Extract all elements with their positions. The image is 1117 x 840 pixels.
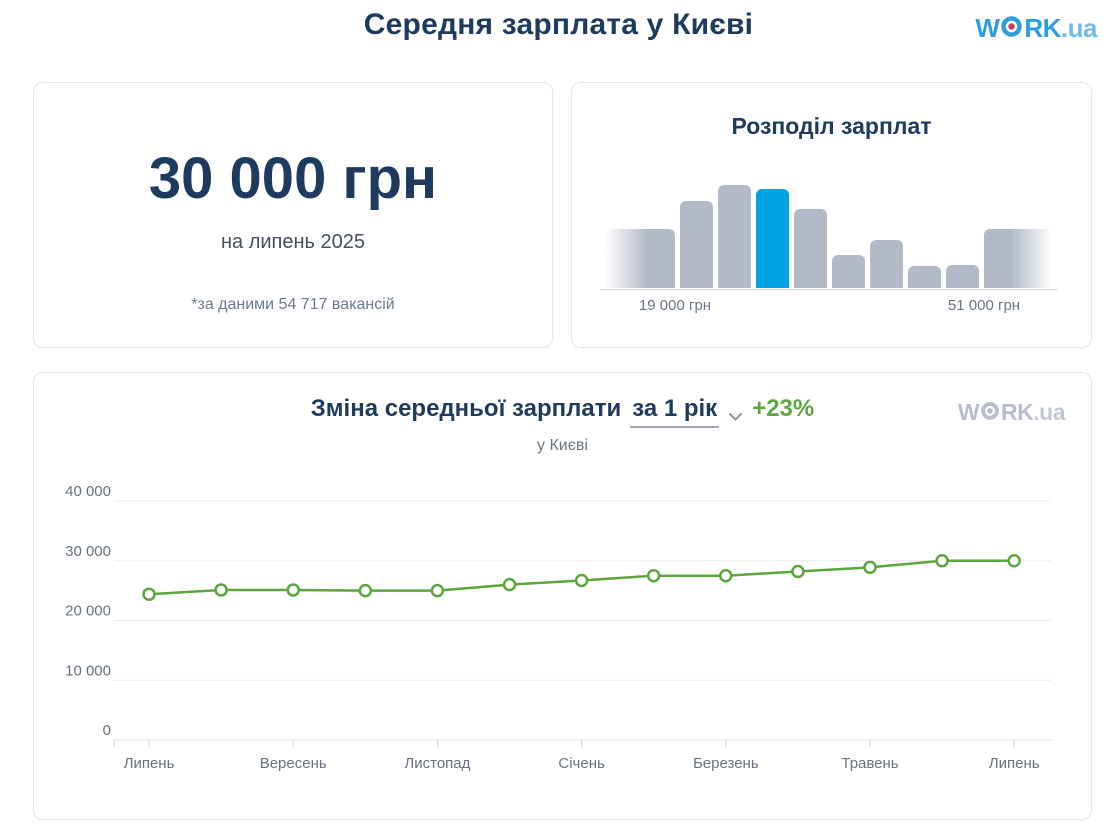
histogram bbox=[605, 183, 1055, 288]
data-point[interactable] bbox=[935, 554, 949, 568]
y-axis-label: 40 000 bbox=[65, 483, 111, 500]
data-point[interactable] bbox=[719, 568, 733, 583]
histogram-right-axis-label: 51 000 грн bbox=[947, 297, 1021, 314]
x-axis-label: Листопад bbox=[404, 755, 470, 772]
workua-logo[interactable]: W RK .ua bbox=[975, 13, 1097, 44]
workua-watermark-logo: W RK .ua bbox=[957, 399, 1066, 426]
page-title: Середня зарплата у Києві bbox=[363, 8, 754, 41]
data-point[interactable] bbox=[142, 587, 156, 601]
histogram-bar[interactable] bbox=[832, 255, 865, 288]
histogram-bar[interactable] bbox=[908, 266, 941, 288]
trend-title-text: Зміна середньої зарплати bbox=[310, 395, 622, 422]
data-point[interactable] bbox=[863, 560, 877, 575]
x-axis-label: Січень bbox=[558, 755, 605, 772]
data-point[interactable] bbox=[358, 583, 373, 598]
watermark-letter-w: W bbox=[957, 399, 980, 425]
histogram-axis bbox=[600, 289, 1057, 290]
salary-trend-card: Зміна середньої зарплати за 1 рік +23% у… bbox=[33, 372, 1092, 820]
distribution-title: Розподіл зарплат bbox=[731, 113, 932, 139]
histogram-left-axis-label: 19 000 грн bbox=[638, 297, 712, 314]
data-point[interactable] bbox=[430, 583, 445, 598]
x-axis-label: Липень bbox=[989, 755, 1040, 772]
data-point[interactable] bbox=[1007, 554, 1021, 568]
histogram-bar[interactable] bbox=[605, 229, 675, 288]
x-axis-label: Травень bbox=[841, 755, 898, 772]
data-point[interactable] bbox=[574, 573, 589, 588]
watermark-letters-rk: RK bbox=[1001, 399, 1034, 425]
change-percent-badge: +23% bbox=[752, 395, 815, 422]
average-salary-card: 30 000 грн на липень 2025 *за даними 54 … bbox=[33, 82, 553, 348]
y-axis-label: 10 000 bbox=[65, 662, 111, 679]
histogram-bar[interactable] bbox=[680, 201, 713, 288]
logo-o-target-icon bbox=[1000, 13, 1023, 44]
x-axis-label: Березень bbox=[693, 755, 759, 772]
salary-distribution-card: Розподіл зарплат 19 000 грн 51 000 грн bbox=[571, 82, 1092, 348]
x-axis-label: Вересень bbox=[260, 755, 327, 772]
x-axis-label: Липень bbox=[124, 755, 175, 772]
logo-letters-rk: RK bbox=[1024, 13, 1061, 43]
trend-line-chart: 40 000 30 000 20 000 10 000 0 Липень Вересень Л… bbox=[65, 483, 1051, 772]
histogram-bar[interactable] bbox=[984, 229, 1052, 288]
chevron-down-icon[interactable] bbox=[728, 401, 743, 429]
histogram-bar[interactable] bbox=[870, 240, 903, 288]
y-axis-label: 20 000 bbox=[65, 603, 111, 620]
trend-title: Зміна середньої зарплати за 1 рік +23% bbox=[34, 395, 1091, 429]
average-salary-value: 30 000 грн bbox=[148, 146, 438, 211]
data-point[interactable] bbox=[214, 583, 228, 597]
y-axis-label: 30 000 bbox=[65, 543, 111, 560]
salary-period-label: на липень 2025 bbox=[220, 231, 366, 253]
trend-subtitle: у Києві bbox=[537, 437, 588, 454]
histogram-bar[interactable] bbox=[946, 265, 979, 288]
logo-letter-w: W bbox=[975, 13, 1000, 43]
data-point[interactable] bbox=[646, 568, 661, 583]
data-point[interactable] bbox=[791, 564, 805, 579]
vacancies-footnote: *за даними 54 717 вакансій bbox=[191, 296, 395, 313]
histogram-bar[interactable] bbox=[756, 189, 789, 288]
y-axis-label: 0 bbox=[103, 722, 111, 739]
logo-ua-suffix: .ua bbox=[1060, 13, 1098, 43]
period-selector-dropdown[interactable]: за 1 рік bbox=[630, 395, 720, 428]
watermark-ua-suffix: .ua bbox=[1033, 399, 1065, 425]
histogram-bar[interactable] bbox=[794, 209, 827, 288]
data-point[interactable] bbox=[502, 577, 517, 592]
data-point[interactable] bbox=[286, 583, 300, 597]
watermark-o-target-icon bbox=[980, 399, 1000, 426]
histogram-bar[interactable] bbox=[718, 185, 751, 288]
